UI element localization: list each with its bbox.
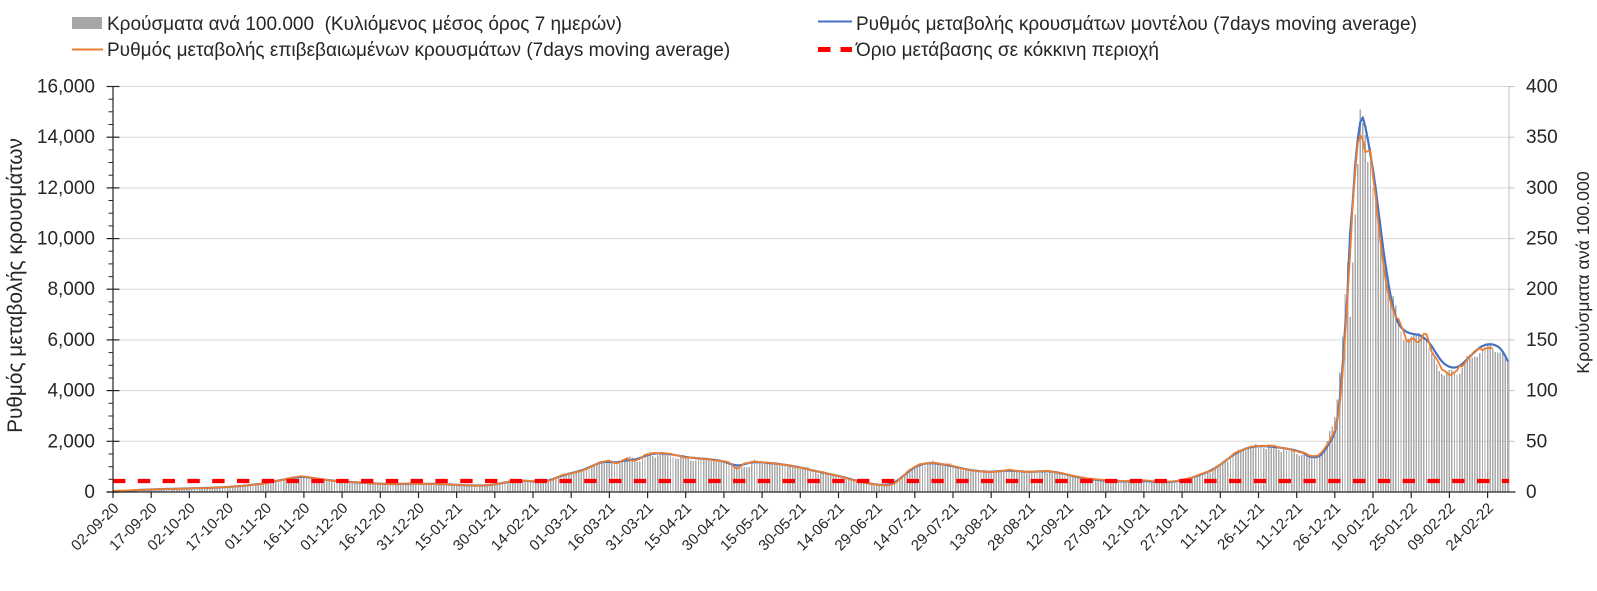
- svg-text:Ρυθμός μεταβολής επιβεβαιωμένω: Ρυθμός μεταβολής επιβεβαιωμένων κρουσμάτ…: [107, 40, 730, 61]
- svg-text:Ρυθμός μεταβολής κρουσμάτων μο: Ρυθμός μεταβολής κρουσμάτων μοντέλου (7d…: [856, 14, 1417, 35]
- svg-text:250: 250: [1526, 229, 1558, 250]
- svg-text:300: 300: [1526, 178, 1558, 199]
- svg-text:14,000: 14,000: [37, 127, 95, 148]
- svg-text:0: 0: [1526, 482, 1537, 503]
- svg-text:150: 150: [1526, 330, 1558, 351]
- svg-text:10,000: 10,000: [37, 229, 95, 250]
- svg-text:200: 200: [1526, 279, 1558, 300]
- svg-text:Ρυθμός μεταβολής κρουσμάτων: Ρυθμός μεταβολής κρουσμάτων: [4, 138, 27, 433]
- svg-text:4,000: 4,000: [47, 381, 95, 402]
- svg-text:400: 400: [1526, 77, 1558, 98]
- svg-text:Όριο μετάβασης σε κόκκινη περι: Όριο μετάβασης σε κόκκινη περιοχή: [855, 40, 1159, 61]
- svg-text:350: 350: [1526, 127, 1558, 148]
- svg-text:Κρουύσματα ανά 100.000: Κρουύσματα ανά 100.000: [1573, 171, 1593, 374]
- svg-text:0: 0: [84, 482, 95, 503]
- svg-text:50: 50: [1526, 431, 1547, 452]
- svg-text:12,000: 12,000: [37, 178, 95, 199]
- svg-text:16,000: 16,000: [37, 77, 95, 98]
- svg-text:2,000: 2,000: [47, 431, 95, 452]
- svg-text:100: 100: [1526, 381, 1558, 402]
- svg-text:8,000: 8,000: [47, 279, 95, 300]
- svg-text:Κρούσματα ανά 100.000 (Κυλιόμ: Κρούσματα ανά 100.000 (Κυλιόμενος μέσος …: [107, 14, 622, 35]
- svg-text:6,000: 6,000: [47, 330, 95, 351]
